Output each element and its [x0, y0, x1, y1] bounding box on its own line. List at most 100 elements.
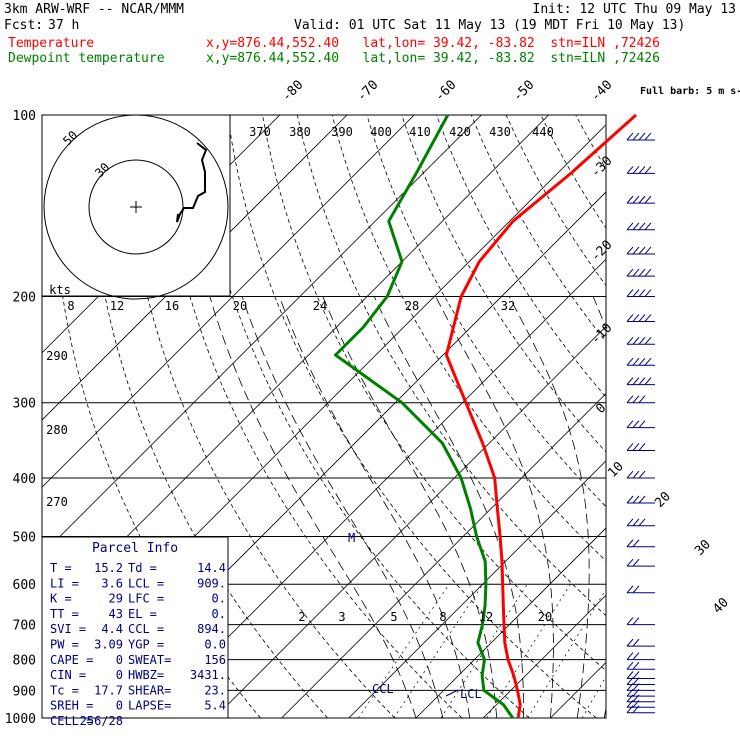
theta-label: 390: [331, 125, 353, 139]
parcel-value: 3431.: [190, 668, 226, 682]
dry-adiabat: [715, 115, 740, 718]
wind-barb-flag: [626, 539, 634, 548]
wind-barb: [626, 652, 655, 661]
wind-barb-flag: [638, 420, 646, 428]
parcel-value: 909.: [197, 576, 226, 590]
wind-barb: [626, 705, 655, 714]
wind-barb-flag: [626, 166, 634, 174]
wind-barb-flag: [638, 336, 646, 345]
parcel-value: 0: [116, 699, 123, 713]
isotherm-label: -10: [588, 321, 615, 348]
isotherm-label: 10: [605, 459, 627, 481]
mixing-ratio-label: 5: [390, 610, 397, 624]
moist-adiabat: [592, 296, 606, 718]
mixing-ratio-line: [393, 584, 484, 718]
mixing-ratio-line: [486, 584, 571, 718]
dry-adiabat: [611, 115, 740, 718]
wind-barb-flag: [626, 246, 634, 255]
isotherm-line: [146, 258, 606, 718]
wind-barb-flag: [626, 470, 634, 479]
isotherm-label: -70: [354, 78, 381, 105]
theta-label: 410: [409, 125, 431, 139]
moist-adiabat: [373, 296, 524, 718]
pressure-tick-label: 400: [13, 472, 36, 487]
dry-adiabat: [575, 115, 606, 170]
isotherm-line: [415, 527, 606, 718]
parcel-value: 29: [109, 592, 123, 606]
moist-adiabat: [241, 296, 444, 718]
parcel-value: 256/28: [80, 714, 123, 728]
mixing-ratio-line: [440, 584, 528, 718]
pressure-tick-label: 300: [13, 397, 36, 412]
parcel-value: 894.: [197, 622, 226, 636]
parcel-label: HWBZ=: [128, 668, 164, 682]
wind-barb-flag: [632, 314, 640, 322]
wind-barb-flag: [632, 420, 640, 428]
hodograph-ring-50: [43, 114, 229, 300]
theta-label: 370: [249, 125, 271, 139]
wind-barb: [626, 661, 655, 670]
wind-barb: [626, 195, 655, 204]
isotherm-label: 20: [652, 489, 674, 511]
parcel-label: EL =: [128, 607, 157, 621]
wind-barb-flag: [626, 699, 634, 708]
parcel-value: 0.: [212, 607, 226, 621]
wind-barb-flag: [626, 652, 634, 660]
wind-barb-flag: [626, 585, 634, 594]
parcel-label: Tc =: [50, 683, 79, 697]
wind-barb-flag: [632, 661, 640, 670]
theta-label: 430: [489, 125, 511, 139]
wind-barb-flag: [626, 268, 634, 277]
wind-barb-flag: [638, 195, 646, 204]
isotherm-label: -40: [588, 78, 615, 105]
parcel-value: 3.6: [101, 576, 123, 590]
wind-barb-flag: [632, 195, 640, 204]
wind-barb-flag: [638, 132, 646, 141]
pressure-tick-label: 600: [13, 578, 36, 593]
isotherm-line: [214, 325, 606, 718]
wind-barb-flag: [626, 289, 634, 297]
parcel-label: LI =: [50, 576, 79, 590]
parcel-value: 0.0: [204, 638, 226, 652]
parcel-value: 4.4: [101, 622, 123, 636]
wind-barb-flag: [632, 705, 640, 714]
parcel-value: 43: [109, 607, 123, 621]
mixing-ratio-label: 2: [298, 610, 305, 624]
wind-barb-flag: [638, 268, 646, 277]
isotherm-line: [281, 393, 606, 718]
wind-barb-flag: [632, 246, 640, 255]
isotherm-label: -50: [510, 78, 537, 105]
model-title: 3km ARW-WRF -- NCAR/MMM: [4, 2, 185, 17]
isotherm-label: -80: [279, 78, 306, 105]
hodograph-axis-label: 12: [110, 299, 124, 313]
wind-barb-flag: [644, 377, 652, 385]
parcel-label: CELL =: [50, 714, 93, 728]
hodograph-axis-label: 16: [165, 299, 179, 313]
theta-label: 420: [449, 125, 471, 139]
wind-barb-flag: [626, 222, 634, 231]
dry-adiabat: [505, 115, 606, 287]
pressure-tick-label: 1000: [5, 712, 36, 727]
wind-barb-flag: [632, 268, 640, 277]
wind-barb: [626, 420, 655, 429]
dry-adiabat: [192, 115, 530, 718]
wind-barb-flag: [632, 638, 640, 647]
parcel-label: Td =: [128, 561, 157, 575]
wind-barb-flag: [638, 518, 646, 527]
isotherm-line: [42, 115, 482, 555]
moist-adiabat: [435, 296, 554, 718]
parcel-value: 0.: [212, 592, 226, 606]
wind-barb: [626, 314, 655, 322]
wind-barb-flag: [626, 377, 634, 385]
wind-barb: [626, 539, 655, 548]
wind-barb-flag: [626, 495, 634, 504]
temperature-line: [444, 113, 638, 719]
wind-barb-flag: [644, 314, 652, 322]
wind-barb-flag: [626, 132, 634, 141]
wind-barb-flag: [644, 336, 652, 345]
parcel-label: YGP =: [128, 638, 164, 652]
dry-adiabat: [680, 115, 740, 718]
wind-barb-flag: [632, 677, 640, 685]
wind-barb-flag: [626, 195, 634, 204]
parcel-marker: M: [348, 531, 355, 545]
